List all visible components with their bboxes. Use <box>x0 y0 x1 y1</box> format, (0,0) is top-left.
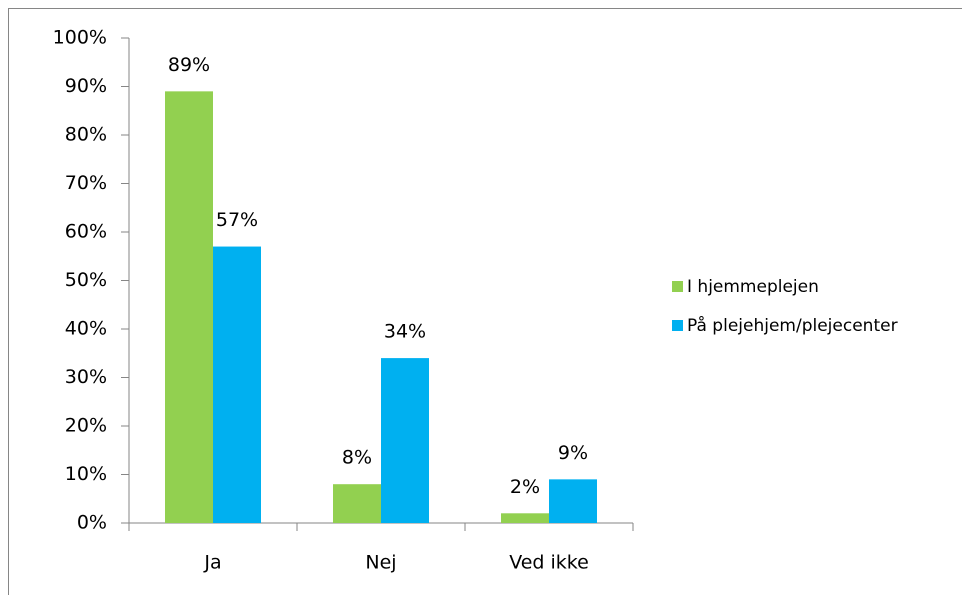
bar <box>333 484 381 523</box>
x-tick-label: Nej <box>365 552 396 574</box>
legend-label: I hjemmeplejen <box>687 277 819 297</box>
data-label: 34% <box>384 321 426 343</box>
y-tick-label: 60% <box>65 221 107 243</box>
y-tick-label: 0% <box>77 512 107 534</box>
x-tick-label: Ved ikke <box>509 552 589 574</box>
data-label: 8% <box>342 447 372 469</box>
data-label: 89% <box>168 54 210 76</box>
bar <box>381 358 429 523</box>
bar <box>501 513 549 523</box>
y-tick-label: 100% <box>53 27 107 49</box>
y-tick-label: 90% <box>65 75 107 97</box>
data-label: 57% <box>216 209 258 231</box>
bar <box>549 479 597 523</box>
bar <box>165 91 213 523</box>
data-label: 2% <box>510 476 540 498</box>
legend-swatch <box>672 320 683 331</box>
data-label: 9% <box>558 442 588 464</box>
legend-label: På plejehjem/plejecenter <box>687 315 898 336</box>
y-tick-label: 20% <box>65 415 107 437</box>
y-tick-label: 50% <box>65 269 107 291</box>
y-tick-label: 80% <box>65 124 107 146</box>
chart-border <box>8 8 962 595</box>
y-tick-label: 70% <box>65 172 107 194</box>
y-tick-label: 30% <box>65 366 107 388</box>
y-tick-label: 10% <box>65 463 107 485</box>
y-tick-label: 40% <box>65 318 107 340</box>
legend-swatch <box>672 281 683 292</box>
bar <box>213 246 261 524</box>
x-tick-label: Ja <box>203 552 221 574</box>
